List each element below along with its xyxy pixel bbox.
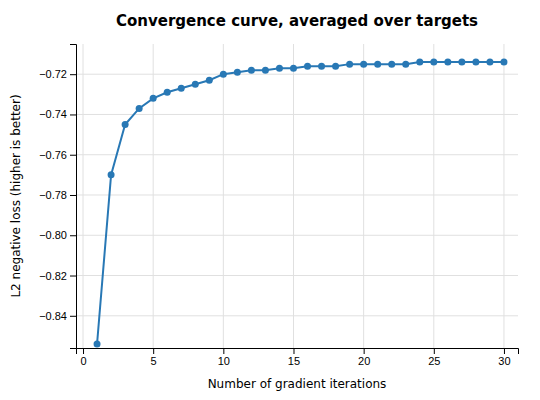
tick: 5	[151, 348, 157, 367]
grid-line-x	[153, 44, 154, 348]
y-axis: −0.84 −0.82 −0.80 −0.78 −0.76 −0.74 −0.72	[39, 45, 76, 349]
tick-mark	[70, 316, 76, 317]
point	[472, 59, 479, 66]
point	[346, 61, 353, 68]
point	[94, 340, 101, 347]
point	[402, 61, 409, 68]
tick-mark	[434, 348, 435, 354]
point	[290, 65, 297, 72]
point	[122, 121, 129, 128]
point	[206, 77, 213, 84]
grid-line-y	[76, 114, 518, 115]
tick-mark	[293, 348, 294, 354]
tick: 15	[288, 348, 300, 367]
point	[192, 81, 199, 88]
chart: 051015202530−0.84−0.82−0.80−0.78−0.76−0.…	[0, 0, 540, 400]
tick: 10	[218, 348, 230, 367]
tick-mark	[70, 74, 76, 75]
tick-label: −0.78	[39, 189, 67, 201]
tick-mark	[83, 348, 84, 354]
point	[486, 59, 493, 66]
point	[220, 71, 227, 78]
tick: −0.80	[39, 229, 76, 241]
tick-mark	[364, 348, 365, 354]
grid-line-x	[363, 44, 364, 348]
tick: −0.74	[39, 108, 76, 120]
grid-line-y	[76, 235, 518, 236]
grid-line-x	[83, 44, 84, 348]
tick-mark	[70, 114, 76, 115]
tick: 20	[358, 348, 370, 367]
point	[444, 59, 451, 66]
grid-line-y	[76, 154, 518, 155]
grid-line-x	[503, 44, 504, 348]
point	[332, 63, 339, 70]
point	[178, 85, 185, 92]
tick-mark	[70, 155, 76, 156]
grid-line-x	[223, 44, 224, 348]
tick-label: −0.72	[39, 68, 67, 80]
tick-label: −0.76	[39, 149, 67, 161]
grid-line-y	[76, 194, 518, 195]
tick: −0.78	[39, 189, 76, 201]
point	[262, 67, 269, 74]
tick-label: −0.80	[39, 229, 67, 241]
point	[458, 59, 465, 66]
series	[94, 59, 508, 348]
tick-label: −0.82	[39, 270, 67, 282]
point	[430, 59, 437, 66]
x-axis: 0 5 10 15 20 25 30	[77, 348, 519, 367]
point	[136, 105, 143, 112]
tick-label: 25	[428, 355, 440, 367]
tick: −0.84	[39, 310, 76, 322]
tick-label: 5	[151, 355, 157, 367]
grid-line-x	[293, 44, 294, 348]
point	[164, 89, 171, 96]
tick: 25	[428, 348, 440, 367]
grid-line-y	[76, 275, 518, 276]
point	[360, 61, 367, 68]
tick: 30	[498, 348, 510, 367]
point	[108, 171, 115, 178]
point	[150, 95, 157, 102]
tick-label: 30	[498, 355, 510, 367]
tick-label: 20	[358, 355, 370, 367]
tick-mark	[70, 195, 76, 196]
grid-line-y	[76, 74, 518, 75]
point	[416, 59, 423, 66]
tick-label: 0	[80, 355, 86, 367]
y-axis-title: L2 negative loss (higher is better)	[9, 94, 23, 297]
point	[318, 63, 325, 70]
title: Convergence curve, averaged over targets	[116, 12, 478, 30]
tick: 0	[80, 348, 86, 367]
tick-mark	[70, 276, 76, 277]
tick-label: −0.84	[39, 310, 67, 322]
grid	[76, 44, 518, 348]
tick-label: 10	[218, 355, 230, 367]
point	[276, 65, 283, 72]
tick-mark	[70, 235, 76, 236]
tick-label: −0.74	[39, 108, 67, 120]
point	[248, 67, 255, 74]
tick-mark	[153, 348, 154, 354]
tick-mark	[504, 348, 505, 354]
point	[304, 63, 311, 70]
tick-mark	[223, 348, 224, 354]
tick: −0.72	[39, 68, 76, 80]
line	[97, 62, 504, 344]
grid-line-y	[76, 315, 518, 316]
point	[374, 61, 381, 68]
point	[500, 59, 507, 66]
axis-line	[70, 45, 77, 349]
axis-line	[77, 349, 519, 355]
point	[388, 61, 395, 68]
grid-line-x	[433, 44, 434, 348]
tick: −0.82	[39, 270, 76, 282]
x-axis-title: Number of gradient iterations	[208, 377, 387, 391]
tick: −0.76	[39, 149, 76, 161]
plot-area: 051015202530−0.84−0.82−0.80−0.78−0.76−0.…	[39, 44, 518, 367]
point	[234, 69, 241, 76]
tick-label: 15	[288, 355, 300, 367]
